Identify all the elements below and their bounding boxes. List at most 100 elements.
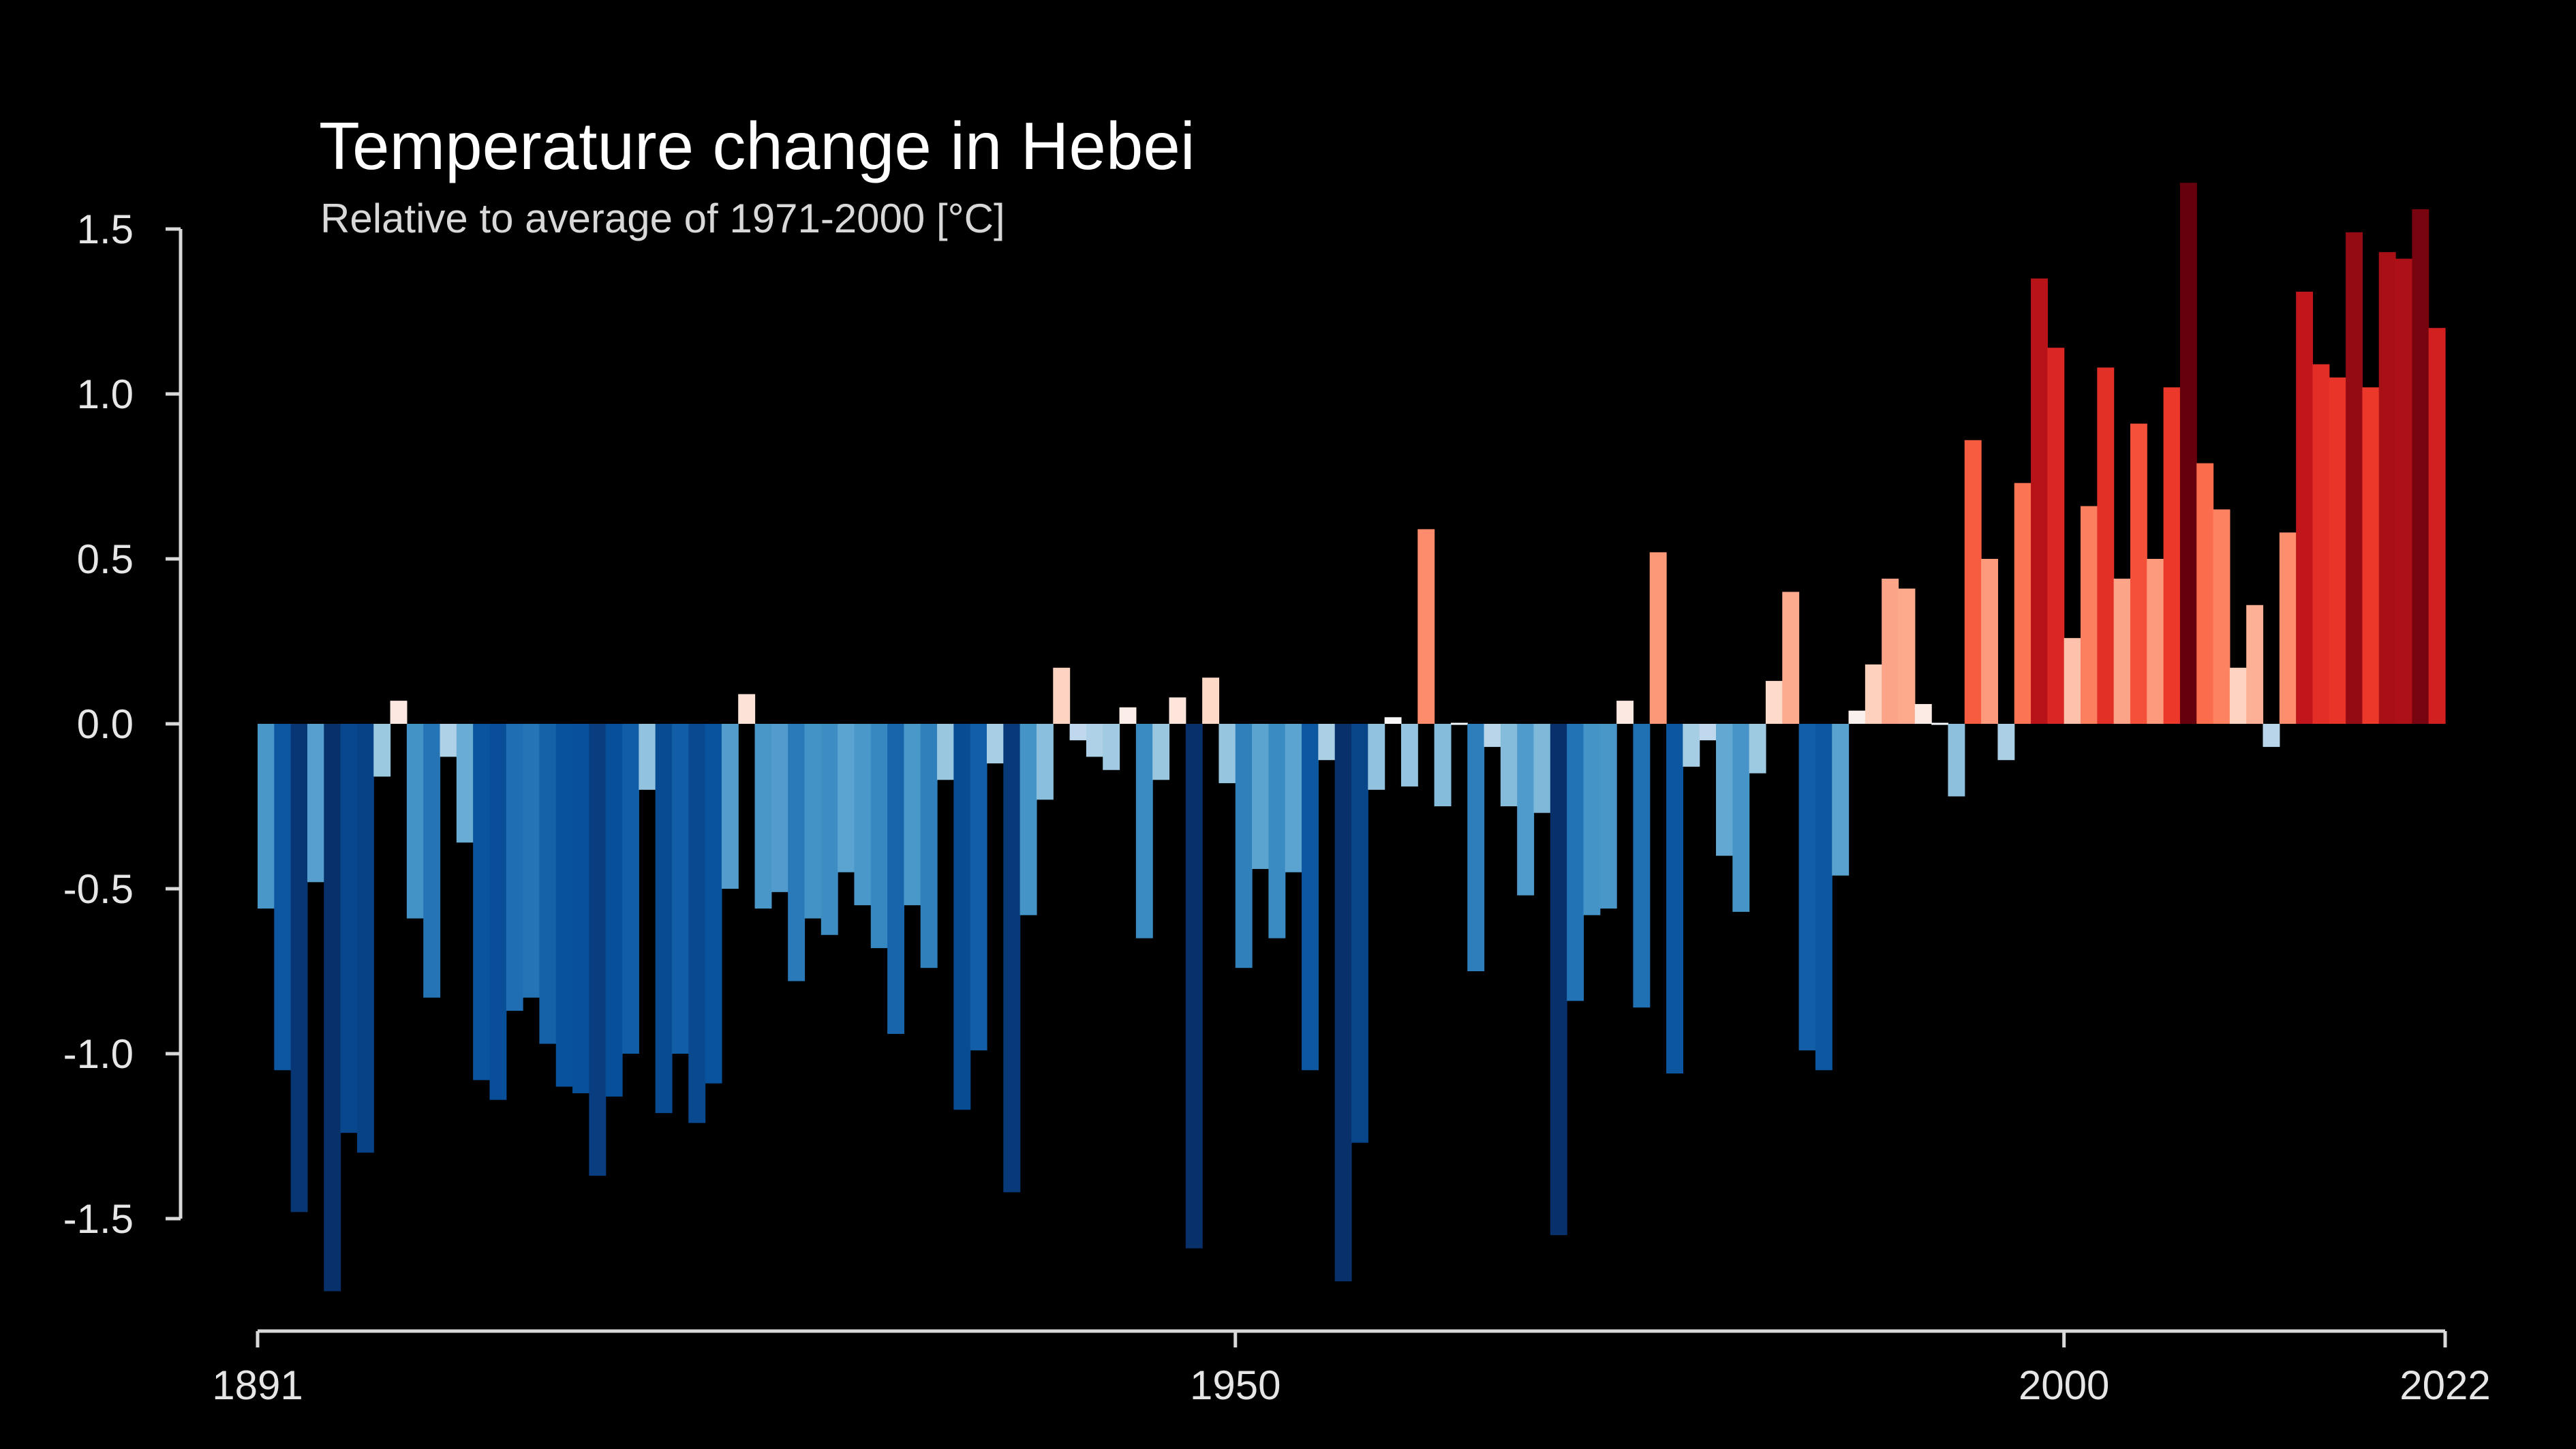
bar-1929 [887,724,905,1034]
bar-1942 [1103,724,1120,770]
bar-1965 [1484,724,1501,747]
bar-1956 [1334,724,1352,1281]
bar-2002 [2097,367,2115,724]
bar-1925 [821,724,838,935]
bar-1917 [688,724,706,1123]
y-tick-label: -0.5 [63,866,134,912]
bar-1953 [1285,724,1302,872]
bar-2005 [2147,559,2164,724]
bar-1901 [423,724,441,998]
chart-title: Temperature change in Hebei [319,108,1195,183]
y-tick-label: -1.5 [63,1196,134,1242]
bar-1933 [953,724,971,1110]
bar-1945 [1152,724,1170,780]
bar-2021 [2412,209,2429,724]
bar-1977 [1683,724,1700,767]
bar-1972 [1599,724,1617,909]
bar-1952 [1268,724,1286,939]
bar-1995 [1981,559,1999,724]
bar-1912 [605,724,623,1097]
bar-1978 [1699,724,1717,741]
bar-1966 [1500,724,1518,806]
bar-1954 [1302,724,1319,1071]
bars-group [258,183,2446,1292]
bar-2007 [2179,183,2197,724]
bar-1935 [987,724,1004,764]
bar-1963 [1450,722,1468,725]
bar-1921 [754,724,772,909]
bar-1998 [2031,278,2048,724]
bar-1937 [1019,724,1037,915]
bar-1936 [1003,724,1021,1193]
bar-1964 [1467,724,1485,971]
bar-1970 [1567,724,1584,1001]
bar-2018 [2362,387,2380,724]
bar-1992 [1931,722,1949,725]
bar-1905 [489,724,507,1100]
bar-1999 [2047,348,2065,724]
bar-1930 [904,724,921,906]
bar-1938 [1036,724,1054,800]
bar-1916 [671,724,689,1054]
bar-2008 [2196,463,2214,724]
bar-2001 [2081,506,2098,724]
bar-1986 [1832,724,1850,876]
bar-1941 [1086,724,1103,757]
bar-1989 [1882,579,1899,724]
bar-1983 [1782,592,1800,724]
bar-1920 [738,694,756,724]
bar-1997 [2014,483,2031,724]
bar-1940 [1069,724,1087,741]
bar-1893 [290,724,308,1212]
bar-1973 [1616,701,1634,724]
bar-1996 [1997,724,2015,761]
bar-1958 [1368,724,1385,790]
bar-1969 [1550,724,1567,1236]
bar-2014 [2296,291,2314,724]
bar-1975 [1649,552,1667,724]
bar-2015 [2312,364,2330,724]
bar-2011 [2246,605,2264,724]
bar-1950 [1235,724,1253,968]
bar-1987 [1848,710,1866,724]
bar-1907 [523,724,540,998]
bar-1897 [356,724,374,1153]
bar-1894 [307,724,324,883]
bar-1949 [1218,724,1236,784]
y-axis: 1.5 1.0 0.5 0.0 -0.5 -1.0 -1.5 [63,207,183,1242]
bar-1994 [1964,440,1982,724]
bar-2010 [2229,667,2247,724]
bar-1895 [324,724,341,1292]
bar-1932 [937,724,954,780]
bar-2000 [2064,638,2081,724]
bar-1962 [1434,724,1452,806]
bar-1910 [572,724,589,1094]
bar-1957 [1351,724,1368,1143]
bar-1918 [705,724,722,1084]
bar-1908 [539,724,557,1044]
bar-2003 [2113,579,2131,724]
x-tick-label: 2000 [2019,1362,2109,1408]
bar-1976 [1666,724,1683,1074]
bar-1951 [1252,724,1270,869]
bar-1943 [1119,707,1137,724]
y-tick-label: 1.0 [77,371,134,417]
bar-1939 [1053,667,1071,724]
bar-1980 [1732,724,1750,912]
bar-1898 [373,724,391,777]
bar-1946 [1169,697,1186,724]
bar-1988 [1865,664,1882,724]
bar-1982 [1765,681,1783,724]
bar-1915 [655,724,673,1114]
bar-1944 [1135,724,1153,939]
bar-2004 [2130,423,2147,724]
bar-1960 [1400,724,1418,787]
bar-1931 [920,724,938,968]
bar-2017 [2346,232,2363,724]
bar-2006 [2163,387,2181,724]
bar-1924 [804,724,822,919]
bar-1981 [1749,724,1766,774]
bar-1927 [854,724,872,906]
bar-1902 [440,724,457,757]
